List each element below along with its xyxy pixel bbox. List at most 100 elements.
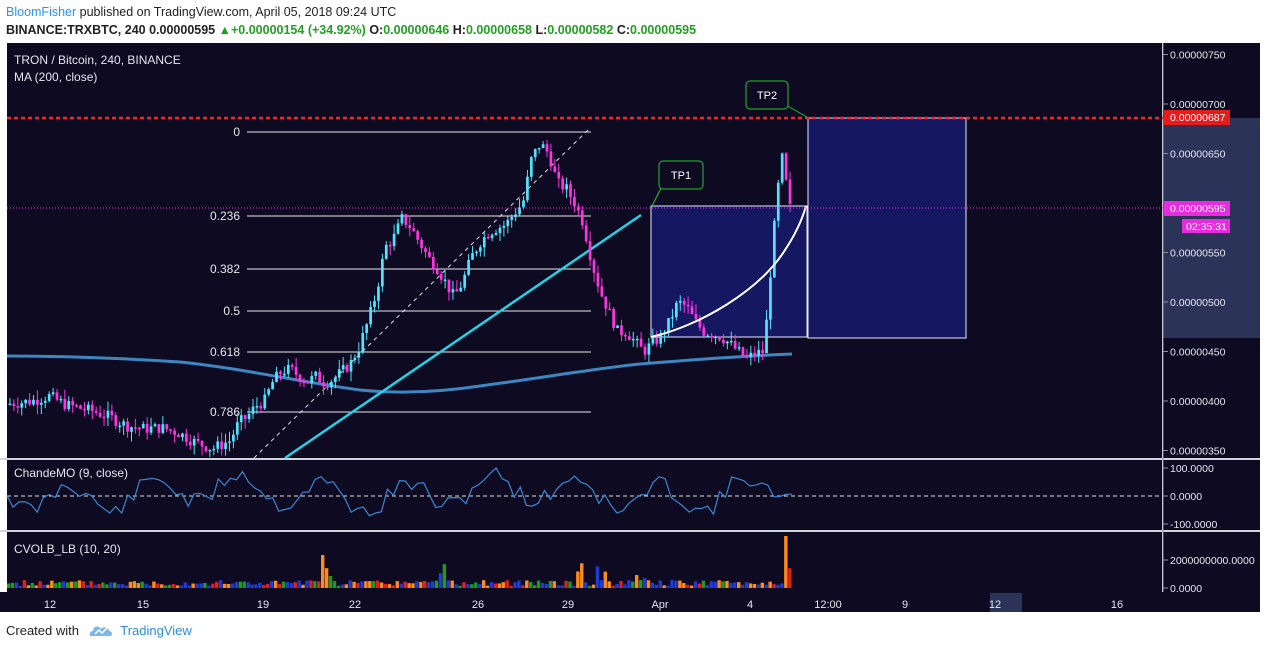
candle-body (283, 373, 286, 376)
candle-body (443, 279, 447, 282)
volume-bar (65, 582, 70, 588)
volume-bar (521, 585, 525, 588)
volume-bar (356, 583, 360, 588)
volume-bar (682, 583, 686, 588)
volume-bar (234, 582, 239, 588)
tradingview-link[interactable]: TradingView (120, 623, 192, 638)
candle-body (667, 318, 670, 334)
candle-body (341, 364, 345, 370)
candle-body (396, 223, 400, 234)
candle-body (514, 214, 517, 217)
candle-body (451, 289, 455, 293)
tradingview-logo-icon[interactable] (89, 624, 113, 641)
candle-body (753, 352, 757, 356)
candle-body (357, 351, 361, 358)
candle-body (698, 319, 702, 328)
candle-body (502, 225, 506, 228)
author-link[interactable]: BloomFisher (6, 5, 77, 19)
volume-bar (744, 582, 749, 588)
candle-body (710, 335, 713, 338)
candle-body (392, 233, 396, 246)
tp1-callout[interactable]: TP1 (651, 160, 704, 207)
volume-bar (352, 581, 356, 588)
candle-body (725, 341, 729, 344)
candle-body (769, 277, 772, 320)
volume-bar (211, 583, 215, 588)
volume-bars (7, 536, 792, 588)
volume-bar (426, 582, 431, 588)
volume-bar (678, 580, 682, 588)
chande-mo-line[interactable] (6, 467, 793, 517)
candle-body (788, 179, 792, 204)
candle-body (671, 317, 674, 319)
fibonacci-retracement[interactable]: 0 0.236 0.382 0.5 0.618 0.786 (210, 125, 591, 419)
time-axis[interactable]: 12 15 19 22 26 29 Apr 4 12:00 9 12 16 (44, 599, 1123, 611)
countdown-tag (1182, 219, 1230, 233)
time-axis-bg[interactable] (0, 592, 1260, 612)
volume-bar (638, 580, 643, 588)
ma-200-line[interactable] (6, 352, 793, 394)
candle-body (526, 176, 529, 201)
volume-bar (756, 584, 761, 588)
volume-bar (167, 584, 172, 588)
volume-bar (258, 582, 262, 588)
volume-bar (250, 584, 254, 588)
candle-body (145, 423, 149, 433)
volume-bar (560, 585, 564, 588)
volume-bar (132, 581, 136, 588)
time-tick-label: 22 (349, 599, 361, 611)
price-change: +0.00000154 (+34.92%) (231, 23, 366, 37)
volume-bar (285, 581, 290, 588)
trend-line[interactable] (284, 213, 642, 460)
candle-body (612, 308, 615, 329)
last-price: 0.00000595 (149, 23, 216, 37)
volume-bar (348, 580, 352, 588)
volume-bar (713, 581, 717, 588)
candle-body (228, 441, 231, 443)
volume-bar (105, 584, 109, 588)
fib-diagonal[interactable] (253, 127, 591, 459)
candle-body (208, 449, 212, 452)
tradingview-chart[interactable]: 0 0.236 0.382 0.5 0.618 0.786 TP1 TP2 TRON / … (0, 42, 1268, 614)
tp2-callout[interactable]: TP2 (745, 80, 808, 118)
volume-bar (462, 582, 466, 588)
volume-bar (599, 580, 604, 588)
volume-bar (619, 581, 623, 588)
candle-body (322, 382, 325, 387)
volume-bar (297, 580, 301, 588)
parabolic-curve[interactable] (650, 205, 807, 338)
candle-body (773, 220, 776, 278)
price-tick-label: 0.00000450 (1170, 347, 1226, 359)
volume-bar (18, 585, 23, 588)
candle-body (365, 324, 369, 334)
volume-bar (552, 581, 556, 588)
volume-bar (489, 582, 494, 588)
volume-bar (748, 583, 753, 588)
tp2-box[interactable] (807, 117, 967, 339)
candle-body (224, 442, 227, 449)
candle-body (541, 144, 545, 148)
candle-body (737, 347, 741, 349)
volume-bar (242, 581, 246, 588)
candle-body (79, 405, 82, 409)
volume-bar (199, 583, 203, 588)
cmo-pane-bg[interactable] (7, 460, 1162, 530)
volume-bar (171, 584, 176, 588)
price-axis[interactable]: 0.00000750 0.00000700 0.00000650 0.00000550… (1163, 50, 1226, 458)
candle-body (616, 325, 619, 329)
tp1-box[interactable] (650, 205, 808, 338)
volume-bar (576, 571, 580, 588)
volume-bar (572, 585, 576, 588)
volume-bar (372, 581, 376, 588)
fib-level-label: 0.236 (210, 209, 240, 223)
volume-bar (768, 581, 772, 588)
candle-body (306, 382, 310, 384)
candle-body (678, 300, 682, 303)
candle-body (592, 260, 596, 273)
main-pane-bg[interactable] (7, 43, 1162, 458)
volume-pane-bg[interactable] (7, 532, 1162, 592)
fib-level-label: 0.618 (210, 345, 240, 359)
volume-bar (517, 580, 521, 588)
volume-tick-label: 2000000000.0000 (1170, 555, 1255, 567)
volume-bar (152, 581, 156, 588)
